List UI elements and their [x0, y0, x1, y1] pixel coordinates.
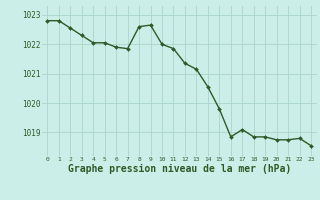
- X-axis label: Graphe pression niveau de la mer (hPa): Graphe pression niveau de la mer (hPa): [68, 164, 291, 174]
